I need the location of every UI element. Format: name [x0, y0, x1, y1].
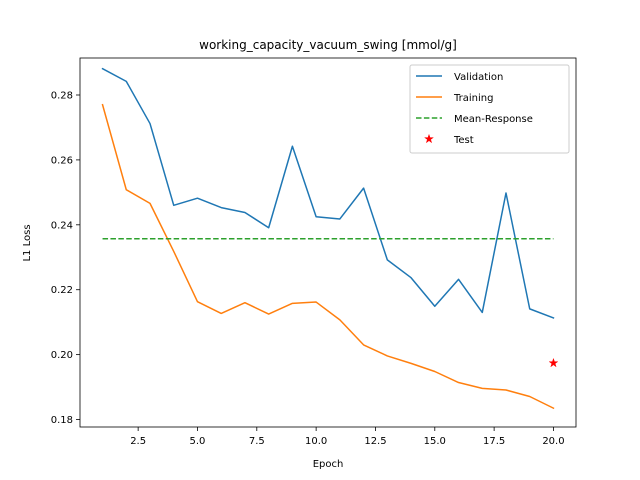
y-axis-label: L1 Loss — [22, 224, 33, 261]
series-line-validation — [101, 67, 555, 319]
series-point-test — [548, 357, 559, 368]
legend-label-test: Test — [453, 135, 474, 146]
x-tick-label: 17.5 — [483, 436, 505, 447]
chart-title: working_capacity_vacuum_swing [mmol/g] — [199, 38, 457, 52]
y-tick-label: 0.24 — [51, 220, 73, 231]
x-tick-label: 12.5 — [364, 436, 386, 447]
legend-label-mean-response: Mean-Response — [454, 114, 533, 125]
x-tick-label: 5.0 — [190, 436, 206, 447]
x-tick-label: 20.0 — [542, 436, 564, 447]
series-line-training — [101, 103, 555, 410]
plot-area: 2.5 5.0 7.5 10.0 12.5 15.0 17.5 20.0 0.18 0.20 0.2… — [51, 57, 577, 447]
x-tick-label: 7.5 — [249, 436, 265, 447]
y-tick-label: 0.20 — [51, 350, 73, 361]
x-tick-label: 10.0 — [305, 436, 327, 447]
x-tick-label: 2.5 — [130, 436, 146, 447]
y-tick-label: 0.18 — [51, 415, 73, 426]
legend-label-validation: Validation — [454, 72, 503, 83]
x-axis-label: Epoch — [313, 459, 344, 470]
axes-frame — [79, 57, 577, 428]
y-tick-label: 0.22 — [51, 285, 73, 296]
y-tick-label: 0.26 — [51, 155, 73, 166]
legend-label-training: Training — [453, 93, 493, 104]
x-tick-label: 15.0 — [424, 436, 446, 447]
legend-swatch-test — [423, 133, 435, 144]
y-tick-label: 0.28 — [51, 90, 73, 101]
legend: Validation Training Mean-Response Test — [409, 64, 570, 154]
legend-box — [409, 64, 570, 154]
